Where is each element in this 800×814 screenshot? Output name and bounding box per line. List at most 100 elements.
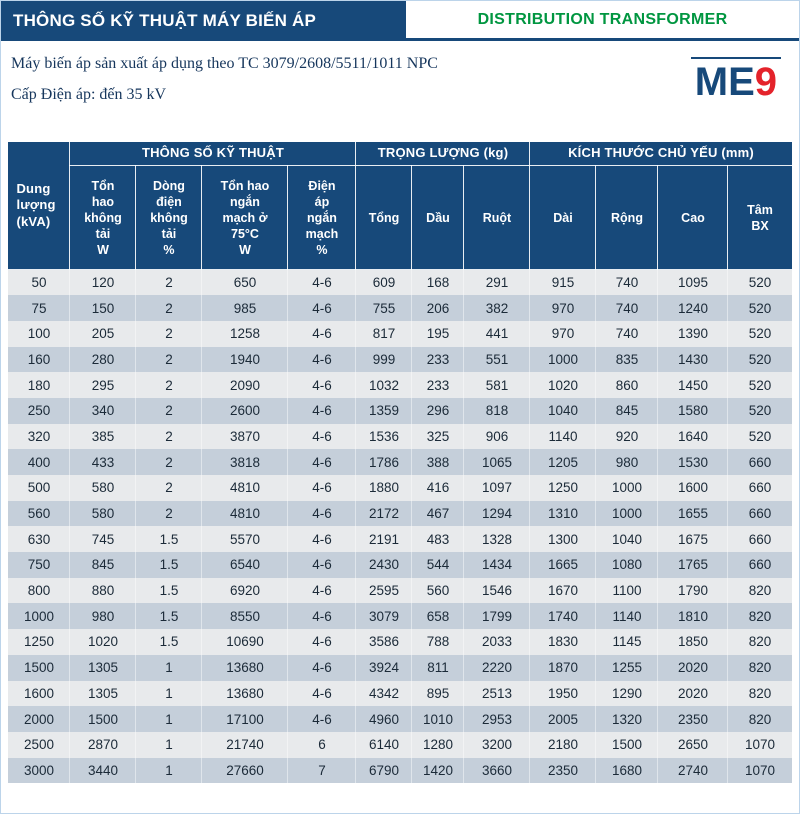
value-cell: 1500 xyxy=(595,731,659,758)
value-cell: 4-6 xyxy=(287,500,357,527)
value-cell: 1294 xyxy=(463,500,531,527)
value-cell: 27660 xyxy=(201,757,289,784)
value-cell: 483 xyxy=(411,526,465,553)
capacity-cell: 750 xyxy=(7,552,71,578)
intro-section: Máy biến áp sản xuất áp dụng theo TC 307… xyxy=(1,41,799,141)
value-cell: 1786 xyxy=(355,449,413,475)
value-cell: 4-6 xyxy=(287,423,357,450)
value-cell: 2 xyxy=(135,397,203,424)
value-cell: 2191 xyxy=(355,526,413,553)
table-row: 2500 2870 1 21740 6 6140 1280 3200 2180 1500 2650 1… xyxy=(7,731,793,758)
value-cell: 1434 xyxy=(463,552,531,578)
value-cell: 1065 xyxy=(463,449,531,475)
value-cell: 1255 xyxy=(595,654,659,681)
value-cell: 4-6 xyxy=(287,526,357,553)
value-cell: 1765 xyxy=(657,552,729,578)
value-cell: 21740 xyxy=(201,731,289,758)
value-cell: 1670 xyxy=(529,577,597,604)
value-cell: 4-6 xyxy=(287,603,357,630)
capacity-cell: 2000 xyxy=(7,706,71,732)
value-cell: 1420 xyxy=(411,757,465,784)
value-cell: 581 xyxy=(463,372,531,398)
value-cell: 811 xyxy=(411,654,465,681)
table-row: 750 845 1.5 6540 4-6 2430 544 1434 1665 1080 1765 6… xyxy=(7,552,793,578)
value-cell: 4-6 xyxy=(287,320,357,347)
value-cell: 467 xyxy=(411,500,465,527)
table-row: 2000 1500 1 17100 4-6 4960 1010 2953 2005 1320 235… xyxy=(7,706,793,732)
value-cell: 1870 xyxy=(529,654,597,681)
value-cell: 1000 xyxy=(595,475,659,501)
value-cell: 2 xyxy=(135,320,203,347)
group-header-dimensions: KÍCH THƯỚC CHỦ YẾU (mm) xyxy=(529,141,793,166)
col-header-wheel-center: Tâm BX xyxy=(727,165,793,270)
value-cell: 6140 xyxy=(355,731,413,758)
value-cell: 195 xyxy=(411,320,465,347)
page-title-vietnamese: THÔNG SỐ KỸ THUẬT MÁY BIẾN ÁP xyxy=(1,1,406,41)
table-row: 560 580 2 4810 4-6 2172 467 1294 1310 1000 1655 660 xyxy=(7,500,793,527)
value-cell: 1010 xyxy=(411,706,465,732)
value-cell: 1665 xyxy=(529,552,597,578)
value-cell: 1205 xyxy=(529,449,597,475)
value-cell: 1240 xyxy=(657,295,729,321)
value-cell: 1280 xyxy=(411,731,465,758)
table-row: 160 280 2 1940 4-6 999 233 551 1000 835 1430 520 xyxy=(7,346,793,373)
value-cell: 1070 xyxy=(727,731,793,758)
col-header-capacity: Dung lượng (kVA) xyxy=(7,141,71,270)
value-cell: 1675 xyxy=(657,526,729,553)
value-cell: 4-6 xyxy=(287,706,357,732)
capacity-cell: 1600 xyxy=(7,680,71,707)
value-cell: 8550 xyxy=(201,603,289,630)
value-cell: 1830 xyxy=(529,629,597,655)
value-cell: 820 xyxy=(727,577,793,604)
table-row: 3000 3440 1 27660 7 6790 1420 3660 2350 1680 2740 1… xyxy=(7,757,793,784)
value-cell: 895 xyxy=(411,680,465,707)
value-cell: 4-6 xyxy=(287,346,357,373)
table-row: 1600 1305 1 13680 4-6 4342 895 2513 1950 1290 2020… xyxy=(7,680,793,707)
value-cell: 291 xyxy=(463,269,531,296)
value-cell: 2513 xyxy=(463,680,531,707)
value-cell: 1450 xyxy=(657,372,729,398)
value-cell: 1.5 xyxy=(135,552,203,578)
value-cell: 1040 xyxy=(529,397,597,424)
value-cell: 2 xyxy=(135,423,203,450)
col-header-width: Rộng xyxy=(595,165,659,270)
value-cell: 520 xyxy=(727,320,793,347)
value-cell: 520 xyxy=(727,295,793,321)
capacity-cell: 100 xyxy=(7,320,71,347)
value-cell: 296 xyxy=(411,397,465,424)
value-cell: 820 xyxy=(727,706,793,732)
value-cell: 520 xyxy=(727,269,793,296)
value-cell: 1100 xyxy=(595,577,659,604)
capacity-cell: 75 xyxy=(7,295,71,321)
value-cell: 660 xyxy=(727,500,793,527)
value-cell: 2 xyxy=(135,295,203,321)
value-cell: 1320 xyxy=(595,706,659,732)
value-cell: 2220 xyxy=(463,654,531,681)
value-cell: 1940 xyxy=(201,346,289,373)
value-cell: 2 xyxy=(135,269,203,296)
value-cell: 740 xyxy=(595,320,659,347)
value-cell: 1.5 xyxy=(135,577,203,604)
table-row: 100 205 2 1258 4-6 817 195 441 970 740 1390 520 xyxy=(7,320,793,347)
value-cell: 788 xyxy=(411,629,465,655)
value-cell: 1310 xyxy=(529,500,597,527)
value-cell: 1580 xyxy=(657,397,729,424)
value-cell: 4342 xyxy=(355,680,413,707)
table-row: 1250 1020 1.5 10690 4-6 3586 788 2033 1830 1145 18… xyxy=(7,629,793,655)
col-header-no-load-current: Dòng điện không tải % xyxy=(135,165,203,270)
value-cell: 6790 xyxy=(355,757,413,784)
col-header-short-circuit-loss: Tổn hao ngắn mạch ở 75°C W xyxy=(201,165,289,270)
value-cell: 4-6 xyxy=(287,449,357,475)
value-cell: 4-6 xyxy=(287,654,357,681)
value-cell: 560 xyxy=(411,577,465,604)
value-cell: 2 xyxy=(135,475,203,501)
value-cell: 2172 xyxy=(355,500,413,527)
value-cell: 5570 xyxy=(201,526,289,553)
value-cell: 580 xyxy=(69,500,137,527)
value-cell: 3924 xyxy=(355,654,413,681)
value-cell: 1258 xyxy=(201,320,289,347)
value-cell: 745 xyxy=(69,526,137,553)
col-header-oil-weight: Dầu xyxy=(411,165,465,270)
value-cell: 6540 xyxy=(201,552,289,578)
table-row: 180 295 2 2090 4-6 1032 233 581 1020 860 1450 520 xyxy=(7,372,793,398)
